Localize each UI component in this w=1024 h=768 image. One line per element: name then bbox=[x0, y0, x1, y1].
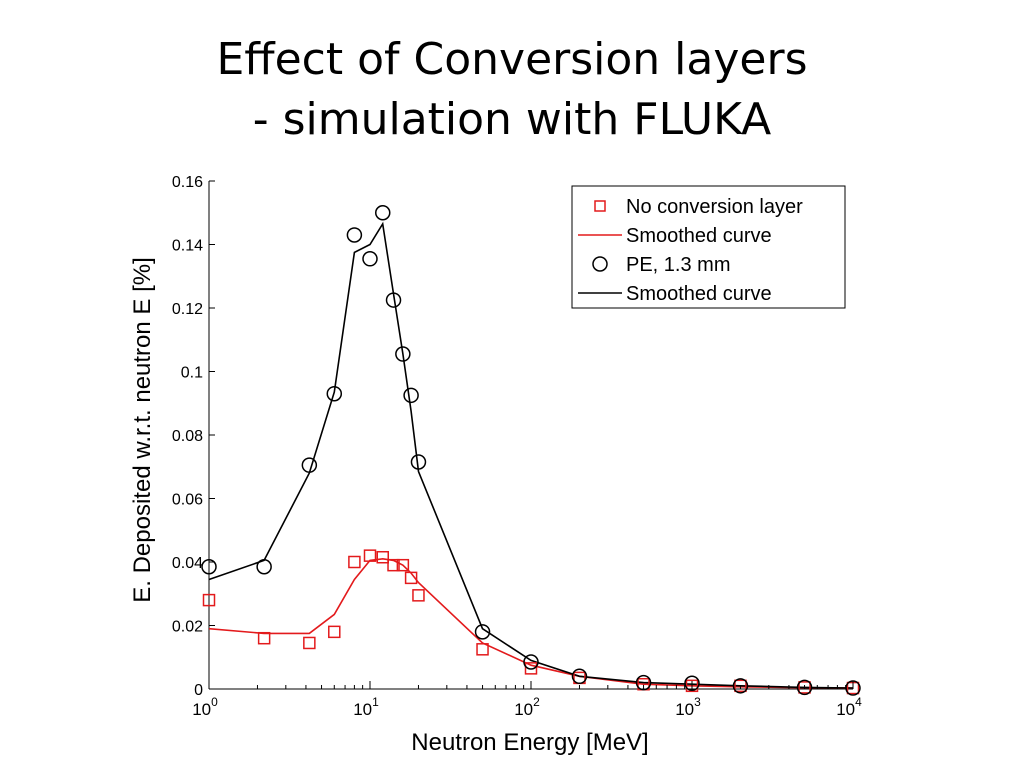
data-point-circle bbox=[326, 385, 343, 402]
data-point-square bbox=[524, 662, 538, 675]
data-point-square bbox=[376, 550, 389, 564]
legend-label: Smoothed curve bbox=[626, 283, 772, 305]
legend-swatch-circle bbox=[592, 256, 608, 272]
legend: No conversion layer Smoothed curve PE, 1.3… bbox=[571, 185, 846, 309]
data-point-square bbox=[257, 631, 271, 645]
x-tick-label: 103 bbox=[675, 695, 701, 719]
y-tick-label: 0.14 bbox=[172, 238, 203, 255]
y-tick-label: 0.06 bbox=[172, 492, 203, 509]
data-point-square bbox=[387, 558, 400, 572]
x-tick-label: 101 bbox=[353, 695, 379, 719]
data-point-square bbox=[396, 558, 410, 572]
y-tick-label: 0 bbox=[194, 682, 203, 699]
data-point-circle bbox=[395, 346, 411, 362]
data-point-circle bbox=[474, 624, 491, 640]
y-tick-label: 0.02 bbox=[172, 619, 203, 636]
data-point-circle bbox=[635, 674, 652, 691]
data-point-square bbox=[348, 555, 361, 569]
data-point-square bbox=[328, 625, 341, 639]
legend-box bbox=[571, 185, 846, 309]
data-point-circle bbox=[571, 668, 588, 685]
data-point-circle bbox=[256, 559, 272, 575]
legend-label: No conversion layer bbox=[626, 196, 803, 218]
y-tick-label: 0.1 bbox=[181, 365, 203, 382]
data-point-circle bbox=[385, 292, 402, 308]
slide-title: Effect of Conversion layers - simulation… bbox=[0, 30, 1024, 150]
x-tick-label: 100 bbox=[192, 695, 218, 719]
y-tick-label: 0.16 bbox=[172, 174, 203, 191]
data-point-square bbox=[734, 679, 747, 693]
data-point-circle bbox=[732, 678, 749, 694]
y-tick-label: 0.08 bbox=[172, 428, 203, 445]
axis-ticks bbox=[208, 180, 854, 690]
data-point-square bbox=[685, 679, 699, 693]
x-tick-label: 104 bbox=[836, 695, 862, 719]
tick-labels: 0 0.02 0.04 0.06 0.08 0.1 0.12 0.14 0.16 100 101 10… bbox=[172, 174, 862, 719]
data-point-square bbox=[363, 549, 377, 562]
data-point-circle bbox=[201, 559, 217, 575]
y-axis-label: E. Deposited w.r.t. neutron E [%] bbox=[129, 257, 156, 603]
legend-label: PE, 1.3 mm bbox=[626, 254, 730, 276]
data-point-circle bbox=[410, 454, 427, 470]
data-point-circle bbox=[301, 457, 318, 473]
legend-swatch-square bbox=[594, 200, 606, 212]
y-tick-label: 0.12 bbox=[172, 301, 203, 318]
x-axis-label: Neutron Energy [MeV] bbox=[411, 729, 648, 756]
data-point-square bbox=[798, 681, 811, 694]
data-point-square bbox=[303, 636, 316, 650]
data-point-circle bbox=[374, 205, 391, 221]
y-tick-label: 0.04 bbox=[172, 555, 203, 572]
x-tick-label: 102 bbox=[514, 695, 540, 719]
data-point-square bbox=[476, 643, 489, 656]
data-point-circle bbox=[346, 227, 363, 243]
data-point-circle bbox=[796, 679, 813, 696]
data-point-circle bbox=[403, 387, 419, 404]
slide-title-line-2: - simulation with FLUKA bbox=[252, 94, 772, 145]
legend-label: Smoothed curve bbox=[626, 225, 772, 247]
data-point-circle bbox=[523, 654, 539, 670]
slide-title-line-1: Effect of Conversion layers bbox=[216, 34, 808, 85]
data-point-square bbox=[202, 593, 216, 607]
data-point-circle bbox=[684, 675, 700, 692]
data-point-square bbox=[412, 589, 425, 602]
data-point-square bbox=[404, 571, 418, 585]
data-point-circle bbox=[362, 251, 378, 267]
